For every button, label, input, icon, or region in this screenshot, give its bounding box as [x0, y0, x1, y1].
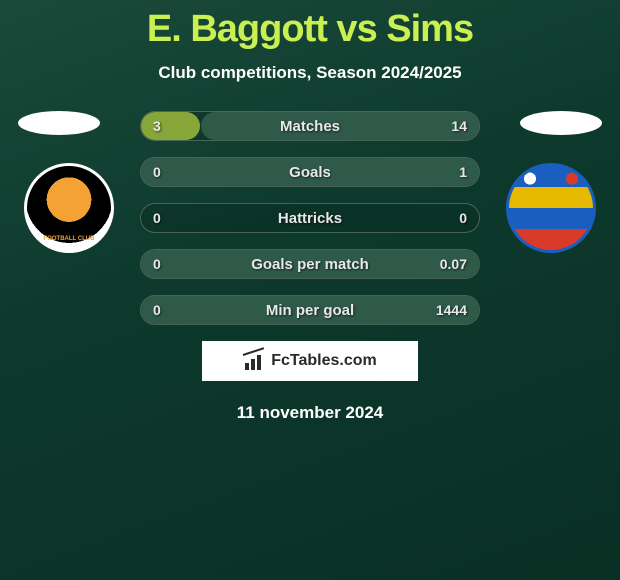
player-left-marker [18, 111, 100, 135]
club-crest-left: FOOTBALL CLUB [24, 163, 114, 253]
stat-left-value: 3 [153, 118, 161, 134]
brand-chart-icon [243, 352, 265, 370]
page-title: E. Baggott vs Sims [0, 0, 620, 51]
stat-label: Goals [289, 164, 331, 181]
stat-left-value: 0 [153, 302, 161, 318]
stat-right-value: 14 [451, 118, 467, 134]
stat-row: 0 Hattricks 0 [140, 203, 480, 233]
page-date: 11 november 2024 [20, 403, 600, 423]
stat-right-value: 1444 [436, 302, 467, 318]
stat-row: 0 Min per goal 1444 [140, 295, 480, 325]
stat-label: Goals per match [251, 256, 369, 273]
brand-text: FcTables.com [271, 352, 377, 370]
player-right-marker [520, 111, 602, 135]
stat-left-value: 0 [153, 256, 161, 272]
stat-row: 0 Goals per match 0.07 [140, 249, 480, 279]
stat-rows: 3 Matches 14 0 Goals 1 0 Hattricks 0 0 G… [140, 111, 480, 325]
stat-left-value: 0 [153, 210, 161, 226]
stat-label: Min per goal [266, 302, 354, 319]
stat-bar-left [141, 112, 200, 140]
stat-row: 3 Matches 14 [140, 111, 480, 141]
club-crest-right [506, 163, 596, 253]
stat-right-value: 0 [459, 210, 467, 226]
stat-row: 0 Goals 1 [140, 157, 480, 187]
stat-right-value: 1 [459, 164, 467, 180]
comparison-panel: FOOTBALL CLUB 3 Matches 14 0 Goals 1 0 H… [0, 111, 620, 423]
brand-link[interactable]: FcTables.com [202, 341, 418, 381]
stat-label: Hattricks [278, 210, 342, 227]
stat-right-value: 0.07 [440, 256, 467, 272]
stat-label: Matches [280, 118, 340, 135]
stat-left-value: 0 [153, 164, 161, 180]
page-subtitle: Club competitions, Season 2024/2025 [0, 63, 620, 83]
